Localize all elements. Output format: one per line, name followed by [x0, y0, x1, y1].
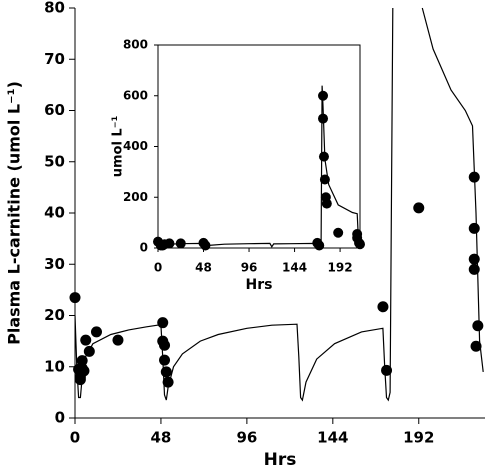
x-tick-label: 144 — [317, 429, 348, 447]
data-point — [90, 326, 102, 338]
data-point — [159, 354, 171, 366]
data-point — [78, 365, 90, 377]
x-tick-label: 96 — [236, 429, 257, 447]
data-point — [318, 151, 329, 162]
y-axis-title: umol L⁻¹ — [111, 116, 126, 178]
y-tick-label: 200 — [123, 190, 148, 204]
data-point — [381, 364, 393, 376]
data-point — [472, 320, 484, 332]
inset-frame — [157, 44, 361, 249]
y-tick-label: 800 — [123, 38, 148, 52]
x-tick-label: 144 — [282, 261, 307, 275]
model-line — [158, 85, 360, 248]
x-tick-label: 96 — [241, 261, 258, 275]
data-point — [157, 317, 169, 329]
x-tick-label: 192 — [403, 429, 434, 447]
model-line — [75, 7, 484, 402]
data-point — [355, 239, 365, 250]
y-tick-label: 0 — [55, 409, 65, 427]
y-tick-label: 0 — [140, 241, 148, 255]
data-point — [470, 340, 482, 352]
data-point — [69, 292, 81, 304]
y-tick-label: 600 — [123, 88, 148, 102]
data-point — [413, 202, 425, 214]
data-point — [164, 238, 175, 249]
data-point — [333, 227, 344, 238]
x-tick-label: 192 — [328, 261, 353, 275]
x-axis-title: Hrs — [264, 450, 297, 468]
y-tick-label: 10 — [44, 357, 65, 375]
y-tick-label: 60 — [44, 101, 65, 119]
y-tick-label: 30 — [44, 255, 65, 273]
y-tick-label: 400 — [123, 139, 148, 153]
y-axis-title: Plasma L-carnitine (umol L⁻¹) — [5, 81, 24, 345]
chart-panel: 0 48 96 144 192 0 10 20 30 40 50 60 70 80 Hrs Plasma L-… — [5, 0, 485, 468]
x-tick-label: 0 — [70, 429, 80, 447]
data-point — [321, 198, 332, 209]
data-point — [83, 345, 95, 357]
chart-panel: 0 48 96 144 192 0 200 400 600 800 Hrs umol L⁻¹ — [111, 38, 365, 293]
data-point — [159, 339, 171, 351]
data-point — [468, 222, 480, 234]
data-point — [377, 301, 389, 313]
y-tick-label: 50 — [44, 152, 65, 170]
y-tick-label: 80 — [44, 0, 65, 17]
y-tick-label: 70 — [44, 50, 65, 68]
x-axis-title: Hrs — [246, 277, 273, 293]
y-tick-label: 40 — [44, 204, 65, 222]
y-tick-label: 20 — [44, 306, 65, 324]
data-point — [80, 334, 92, 346]
data-point — [160, 366, 172, 378]
data-point — [162, 376, 174, 388]
data-point — [112, 334, 124, 346]
x-tick-label: 48 — [151, 429, 172, 447]
x-tick-label: 48 — [195, 261, 212, 275]
x-tick-label: 0 — [154, 261, 162, 275]
data-point — [468, 253, 480, 265]
